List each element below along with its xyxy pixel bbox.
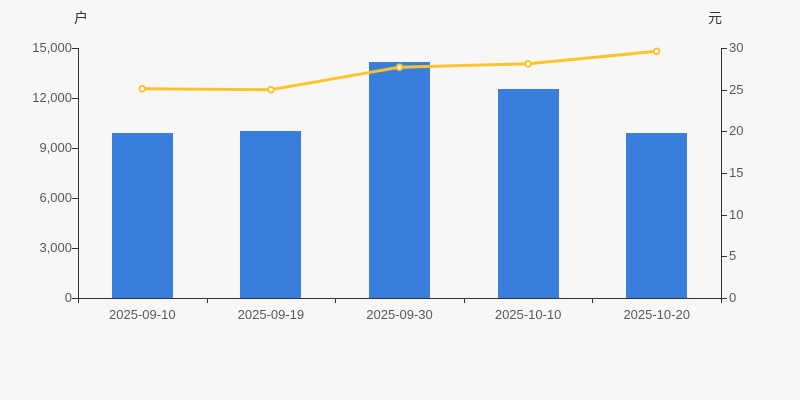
left-axis-unit-label: 户 [74,10,88,26]
right-axis-tick [721,173,727,174]
x-axis-tick [78,298,79,303]
bar[interactable] [240,130,302,298]
plot-area[interactable] [78,47,721,298]
left-axis-tick-label: 3,000 [39,240,72,255]
x-axis-tick [206,298,208,303]
x-axis-label: 2025-09-30 [366,307,433,322]
right-axis-unit-label: 元 [708,10,722,26]
right-axis-tick-label: 15 [729,165,744,180]
line-point-marker[interactable] [652,47,661,56]
x-axis-line [78,298,722,299]
right-axis-tick [721,256,727,258]
right-axis-tick [721,298,727,299]
x-axis-label: 2025-09-10 [109,307,176,322]
left-axis-tick [72,298,78,299]
left-axis-tick [72,148,78,149]
line-point-marker[interactable] [267,85,275,94]
left-axis-tick-label: 15,000 [32,40,72,55]
left-axis-tick [72,48,78,49]
line-series-layer [138,47,661,94]
left-axis-tick [72,248,78,249]
right-axis-tick [721,131,727,133]
x-axis-tick [721,298,722,303]
x-axis-tick [463,298,465,303]
line-point-marker[interactable] [524,60,532,68]
left-axis-tick [72,198,78,199]
right-axis-tick [721,89,727,91]
right-axis-tick-label: 20 [729,123,744,139]
x-axis-label: 2025-09-19 [237,307,305,322]
bar[interactable] [626,133,688,298]
x-axis-label: 2025-10-20 [623,307,690,322]
line-point-marker[interactable] [138,85,147,93]
bar[interactable] [111,132,173,298]
x-axis-tick [335,298,337,303]
right-axis-tick-label: 0 [729,290,737,305]
right-axis-tick [721,48,727,49]
right-axis-tick-label: 5 [729,248,737,264]
right-axis-tick [721,214,727,216]
bar[interactable] [369,62,430,298]
left-axis-tick [72,98,78,99]
line-point-marker[interactable] [395,63,404,72]
x-axis-label: 2025-10-10 [494,307,562,322]
right-axis-tick-label: 10 [729,206,744,222]
left-axis-tick-label: 12,000 [32,90,72,105]
left-axis-tick-label: 0 [64,290,72,305]
left-axis-tick-label: 9,000 [39,140,72,155]
right-axis-tick-label: 30 [729,40,744,55]
right-axis-tick-label: 25 [729,81,744,97]
left-axis-line [78,48,79,298]
x-axis-tick [592,298,594,303]
left-axis-tick-label: 6,000 [39,190,72,205]
bar[interactable] [497,89,559,298]
